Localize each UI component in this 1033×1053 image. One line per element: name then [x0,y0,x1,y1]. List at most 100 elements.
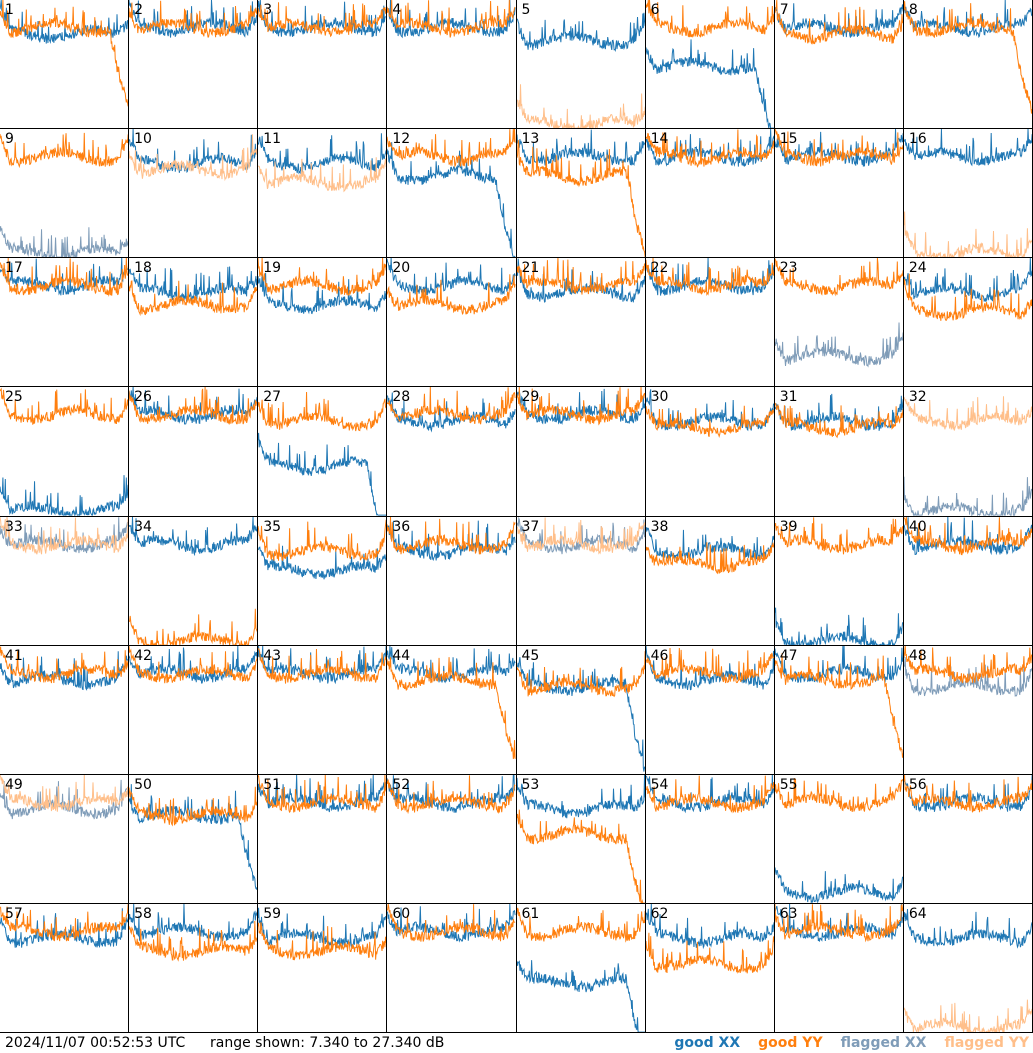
panel-3-good-yy-line [258,2,387,38]
panel-27-good-yy-line [258,392,387,432]
panel-52-good-yy-line [387,775,516,814]
panel-21-good-xx-line [516,258,645,304]
panel-57: 57 [0,903,130,1033]
panel-55-good-xx-line [774,867,903,903]
panel-1-plot [0,0,129,107]
panel-number: 17 [5,260,23,277]
panel-43-plot [258,645,387,684]
panel-40-plot [903,516,1032,555]
panel-1-good-yy-line [0,0,129,107]
panel-17-good-xx-line [0,258,129,296]
panel-59: 59 [258,903,388,1033]
panel-51-good-yy-line [258,774,387,813]
panel-49-flagged-xx-line [0,779,129,819]
panel-10-good-xx-line [129,129,258,174]
panel-59-plot [258,907,387,961]
panel-6-good-xx-line [645,39,774,129]
panel-number: 49 [5,776,23,793]
panel-7-plot [774,0,903,45]
range-text: range shown: 7.340 to 27.340 dB [210,1035,445,1051]
panel-number: 12 [392,131,411,148]
panel-number: 46 [650,647,669,664]
panel-18-good-yy-line [129,280,258,317]
panel-13-good-yy-line [516,139,645,258]
panel-32-plot [903,396,1032,516]
panel-number: 1 [5,2,14,18]
panel-21: 21 [516,258,646,388]
panel-36: 36 [387,516,517,646]
panel-62-plot [645,903,774,974]
panel-number: 20 [392,260,411,277]
panel-38-plot [645,526,774,574]
panel-number: 47 [779,647,798,664]
panel-5-flagged-yy-line [516,84,645,129]
panel-31-good-yy-line [774,403,903,439]
panel-44-plot [387,645,516,759]
panel-number: 7 [779,2,789,18]
panel-2-plot [129,0,258,38]
panel-39: 39 [774,516,904,646]
panel-29: 29 [516,387,646,517]
panel-18: 18 [129,258,259,388]
panel-22-plot [645,258,774,297]
panel-53-good-yy-line [516,809,645,903]
panel-38: 38 [645,516,775,646]
panel-32-flagged-xx-line [903,477,1032,516]
panel-41-plot [0,646,129,691]
panel-number: 27 [263,389,282,406]
panel-28-plot [387,387,516,433]
legend-flagged-xx: flagged XX [840,1035,927,1051]
panel-2-good-yy-line [129,0,258,38]
panel-33-flagged-yy-line [0,516,129,554]
panel-26: 26 [129,387,259,517]
panel-24: 24 [903,258,1033,388]
panel-23-good-yy-line [774,258,903,297]
panel-58-good-xx-line [129,903,258,942]
panel-36-plot [387,516,516,561]
panel-number: 41 [5,647,23,664]
panel-54-good-yy-line [645,775,774,814]
panel-24-good-xx-line [903,258,1032,303]
panel-number: 34 [134,518,152,535]
panel-61-plot [516,907,645,1032]
panel-42-good-yy-line [129,645,258,683]
panel-15-plot [774,129,903,167]
panel-11-good-xx-line [258,133,387,175]
panel-14-good-xx-line [645,129,774,168]
panel-number: 45 [521,647,540,664]
panel-31-plot [774,394,903,439]
panel-34-plot [129,516,258,645]
panel-30-good-xx-line [645,389,774,432]
panel-number: 18 [134,260,152,277]
panel-23: 23 [774,258,904,388]
panel-48: 48 [903,645,1033,775]
panel-3-plot [258,0,387,38]
panel-41-good-yy-line [0,646,129,683]
panel-44-good-yy-line [387,656,516,759]
panel-14-plot [645,129,774,168]
panel-64-flagged-yy-line [903,999,1032,1032]
panel-44-good-xx-line [387,645,516,684]
panel-19-good-yy-line [258,258,387,296]
panel-number: 21 [521,260,540,277]
panel-56-plot [903,774,1032,813]
footer: 2024/11/07 00:52:53 UTC range shown: 7.3… [0,1033,1033,1053]
panel-45-good-yy-line [516,650,645,697]
panel-59-good-yy-line [258,922,387,961]
panel-number: 4 [392,2,402,18]
panel-number: 35 [263,518,282,535]
panel-number: 51 [263,776,282,793]
panel-51-plot [258,774,387,813]
panel-6-good-yy-line [645,0,774,38]
panel-58-good-yy-line [129,920,258,962]
panel-4-good-xx-line [387,0,516,39]
panel-number: 64 [908,905,927,922]
panel-30-plot [645,389,774,439]
panel-12-good-yy-line [387,129,516,168]
panel-20: 20 [387,258,517,388]
panel-39-plot [774,516,903,645]
panel-number: 28 [392,389,411,406]
panel-35-good-xx-line [258,545,387,579]
panel-21-plot [516,258,645,304]
panel-28-good-xx-line [387,392,516,433]
